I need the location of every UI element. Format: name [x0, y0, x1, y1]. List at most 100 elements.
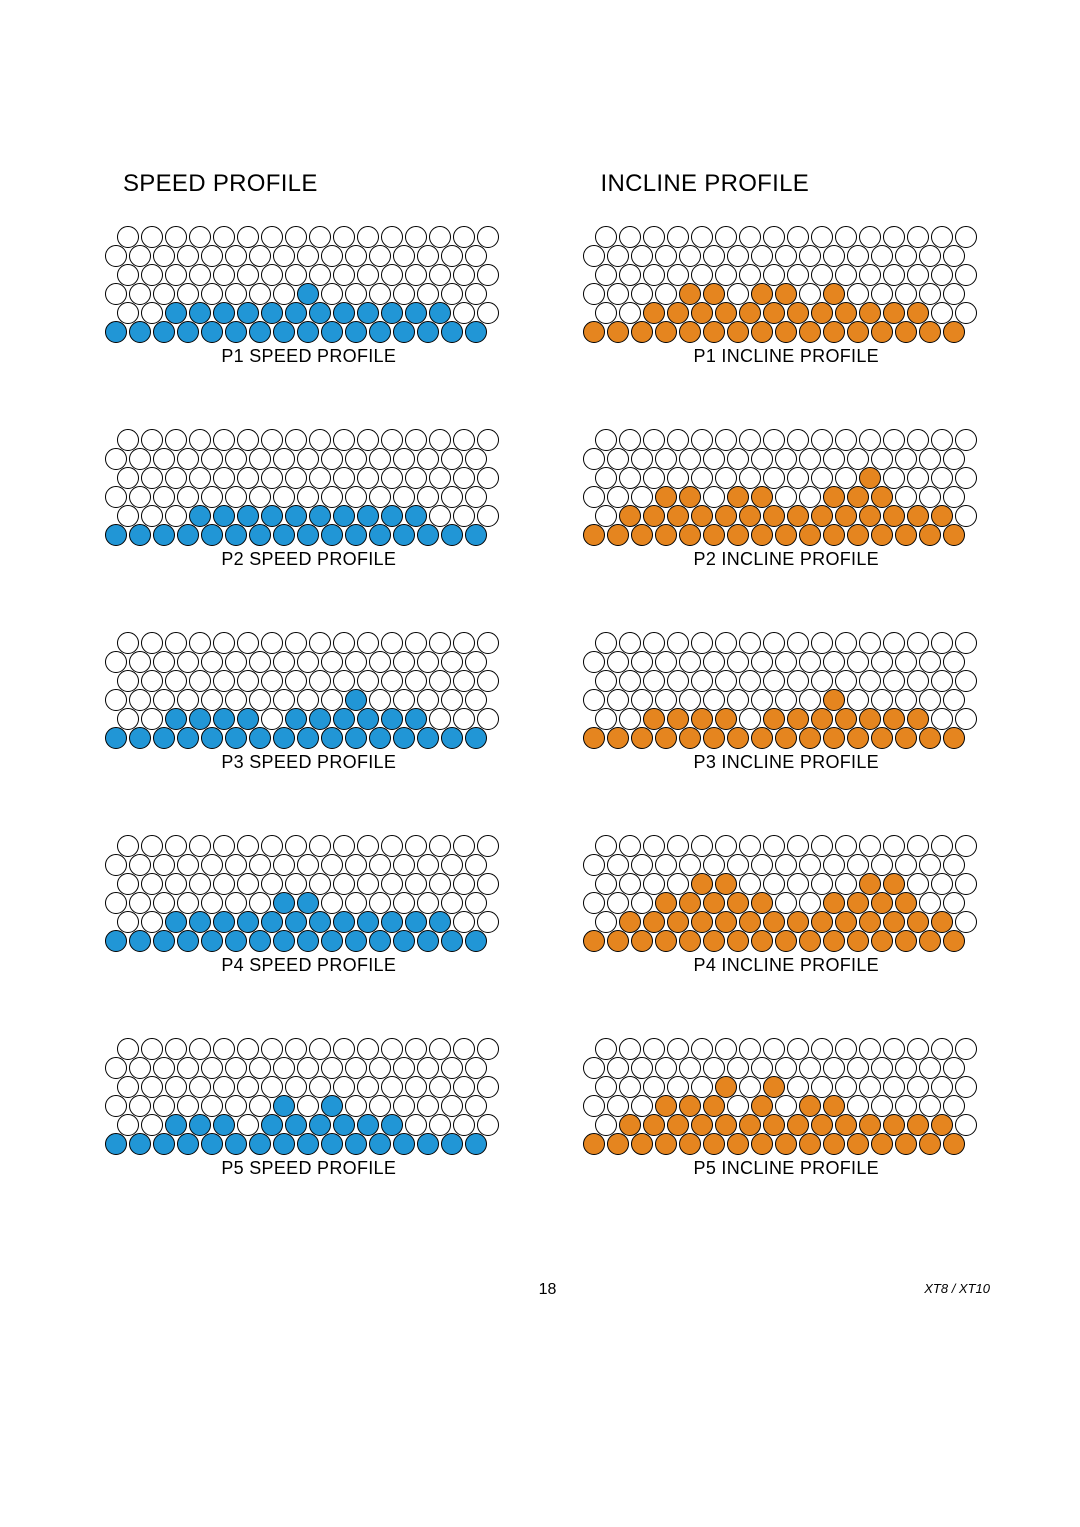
- speed-dot: [345, 321, 367, 343]
- speed-dot: [393, 727, 415, 749]
- speed-dot: [369, 321, 391, 343]
- incline-dot: [583, 930, 605, 952]
- incline-dot: [631, 727, 653, 749]
- incline-dot: [679, 524, 701, 546]
- incline-dot: [583, 321, 605, 343]
- incline-dot: [919, 1133, 941, 1155]
- incline-dot: [847, 930, 869, 952]
- speed-dot: [129, 727, 151, 749]
- speed-dot: [393, 1133, 415, 1155]
- speed-dot: [273, 1133, 295, 1155]
- speed-dot: [273, 524, 295, 546]
- speed-dot: [465, 930, 487, 952]
- incline-profile-caption: P1 INCLINE PROFILE: [583, 346, 991, 367]
- speed-dot: [105, 524, 127, 546]
- incline-dot: [775, 321, 797, 343]
- incline-dot: [919, 727, 941, 749]
- incline-dot: [823, 930, 845, 952]
- speed-dot: [321, 1133, 343, 1155]
- speed-profile-grid: [105, 835, 513, 949]
- incline-profile-grid: [583, 429, 991, 543]
- incline-dot: [847, 524, 869, 546]
- incline-profile-grid: [583, 632, 991, 746]
- speed-profile-caption: P1 SPEED PROFILE: [105, 346, 513, 367]
- incline-dot: [775, 930, 797, 952]
- speed-dot: [273, 727, 295, 749]
- speed-dot: [465, 321, 487, 343]
- incline-dot: [679, 321, 701, 343]
- incline-dot: [919, 321, 941, 343]
- speed-dot: [273, 321, 295, 343]
- incline-dot: [895, 524, 917, 546]
- incline-dot: [751, 1133, 773, 1155]
- incline-dot: [727, 524, 749, 546]
- speed-dot: [129, 321, 151, 343]
- incline-dot: [607, 727, 629, 749]
- incline-dot: [919, 930, 941, 952]
- speed-dot: [105, 930, 127, 952]
- incline-dot: [655, 524, 677, 546]
- speed-dot: [177, 1133, 199, 1155]
- incline-dot: [895, 1133, 917, 1155]
- speed-dot: [201, 321, 223, 343]
- speed-dot: [153, 930, 175, 952]
- incline-dot: [727, 321, 749, 343]
- incline-dot: [727, 1133, 749, 1155]
- incline-dot: [823, 321, 845, 343]
- incline-dot: [703, 930, 725, 952]
- speed-dot: [129, 930, 151, 952]
- speed-dot: [249, 930, 271, 952]
- speed-dot: [129, 1133, 151, 1155]
- incline-dot: [679, 1133, 701, 1155]
- speed-column-header: SPEED PROFILE: [123, 170, 513, 198]
- incline-dot: [583, 524, 605, 546]
- speed-dot: [177, 930, 199, 952]
- speed-dot: [345, 727, 367, 749]
- incline-profile-grid: [583, 226, 991, 340]
- speed-profile-grid: [105, 226, 513, 340]
- speed-dot: [465, 524, 487, 546]
- incline-profile-caption: P3 INCLINE PROFILE: [583, 752, 991, 773]
- speed-dot: [249, 1133, 271, 1155]
- incline-profile-block: P2 INCLINE PROFILE: [583, 429, 991, 570]
- speed-dot: [201, 524, 223, 546]
- speed-profile-block: P2 SPEED PROFILE: [105, 429, 513, 570]
- speed-dot: [153, 727, 175, 749]
- incline-dot: [775, 1133, 797, 1155]
- speed-dot: [249, 727, 271, 749]
- incline-dot: [847, 321, 869, 343]
- incline-dot: [775, 727, 797, 749]
- speed-profile-grid: [105, 429, 513, 543]
- incline-dot: [727, 727, 749, 749]
- incline-dot: [895, 930, 917, 952]
- speed-profile-block: P3 SPEED PROFILE: [105, 632, 513, 773]
- incline-dot: [943, 1133, 965, 1155]
- incline-dot: [655, 930, 677, 952]
- speed-profile-caption: P2 SPEED PROFILE: [105, 549, 513, 570]
- speed-dot: [201, 930, 223, 952]
- model-label: XT8 / XT10: [924, 1281, 990, 1296]
- speed-dot: [441, 321, 463, 343]
- speed-dot: [225, 1133, 247, 1155]
- speed-dot: [417, 524, 439, 546]
- speed-dot: [153, 524, 175, 546]
- incline-dot: [679, 727, 701, 749]
- speed-dot: [105, 727, 127, 749]
- speed-dot: [177, 321, 199, 343]
- speed-profile-grid: [105, 1038, 513, 1152]
- incline-dot: [655, 727, 677, 749]
- speed-dot: [153, 321, 175, 343]
- incline-dot: [895, 321, 917, 343]
- speed-dot: [465, 727, 487, 749]
- incline-dot: [703, 727, 725, 749]
- incline-dot: [631, 321, 653, 343]
- incline-profile-caption: P4 INCLINE PROFILE: [583, 955, 991, 976]
- speed-dot: [273, 930, 295, 952]
- speed-dot: [417, 930, 439, 952]
- incline-dot: [799, 321, 821, 343]
- incline-profile-grid: [583, 835, 991, 949]
- incline-dot: [631, 930, 653, 952]
- incline-dot: [823, 727, 845, 749]
- speed-dot: [345, 524, 367, 546]
- incline-dot: [799, 524, 821, 546]
